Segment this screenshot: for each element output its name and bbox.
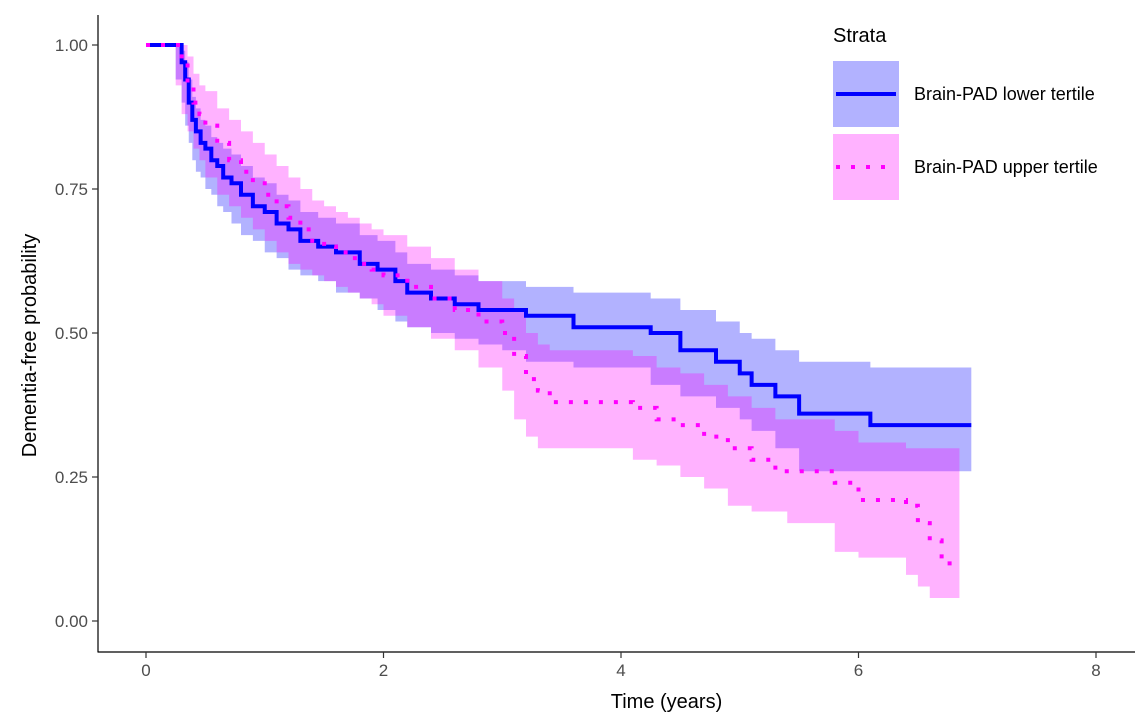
tick-labels: 0 2 4 6 8 0.00 0.25 0.50 0.75 1.00 — [55, 36, 1101, 680]
x-axis-title: Time (years) — [611, 691, 722, 713]
x-tick-label: 6 — [854, 661, 863, 680]
survival-curves — [146, 43, 972, 566]
axes — [92, 15, 1135, 658]
confidence-bands — [146, 45, 972, 598]
y-tick-label: 0.00 — [55, 612, 88, 631]
legend-item-upper-tertile: Brain-PAD upper tertile — [833, 134, 1098, 200]
ci-band-lower-tertile — [146, 45, 972, 472]
legend-title: Strata — [833, 25, 887, 47]
x-tick-label: 2 — [379, 661, 388, 680]
y-tick-label: 0.50 — [55, 324, 88, 343]
legend-item-lower-tertile: Brain-PAD lower tertile — [833, 61, 1095, 127]
x-tick-label: 4 — [616, 661, 625, 680]
x-tick-label: 8 — [1091, 661, 1100, 680]
y-axis-title: Dementia-free probability — [19, 234, 41, 457]
y-tick-label: 0.25 — [55, 468, 88, 487]
ci-band-upper-tertile — [146, 45, 960, 598]
legend-label: Brain-PAD upper tertile — [914, 157, 1098, 177]
legend-label: Brain-PAD lower tertile — [914, 84, 1095, 104]
survival-line-lower-tertile — [146, 43, 972, 428]
y-tick-label: 0.75 — [55, 180, 88, 199]
legend: Strata Brain-PAD lower tertile Brain-PAD … — [833, 25, 1098, 200]
y-tick-label: 1.00 — [55, 36, 88, 55]
x-tick-label: 0 — [141, 661, 150, 680]
